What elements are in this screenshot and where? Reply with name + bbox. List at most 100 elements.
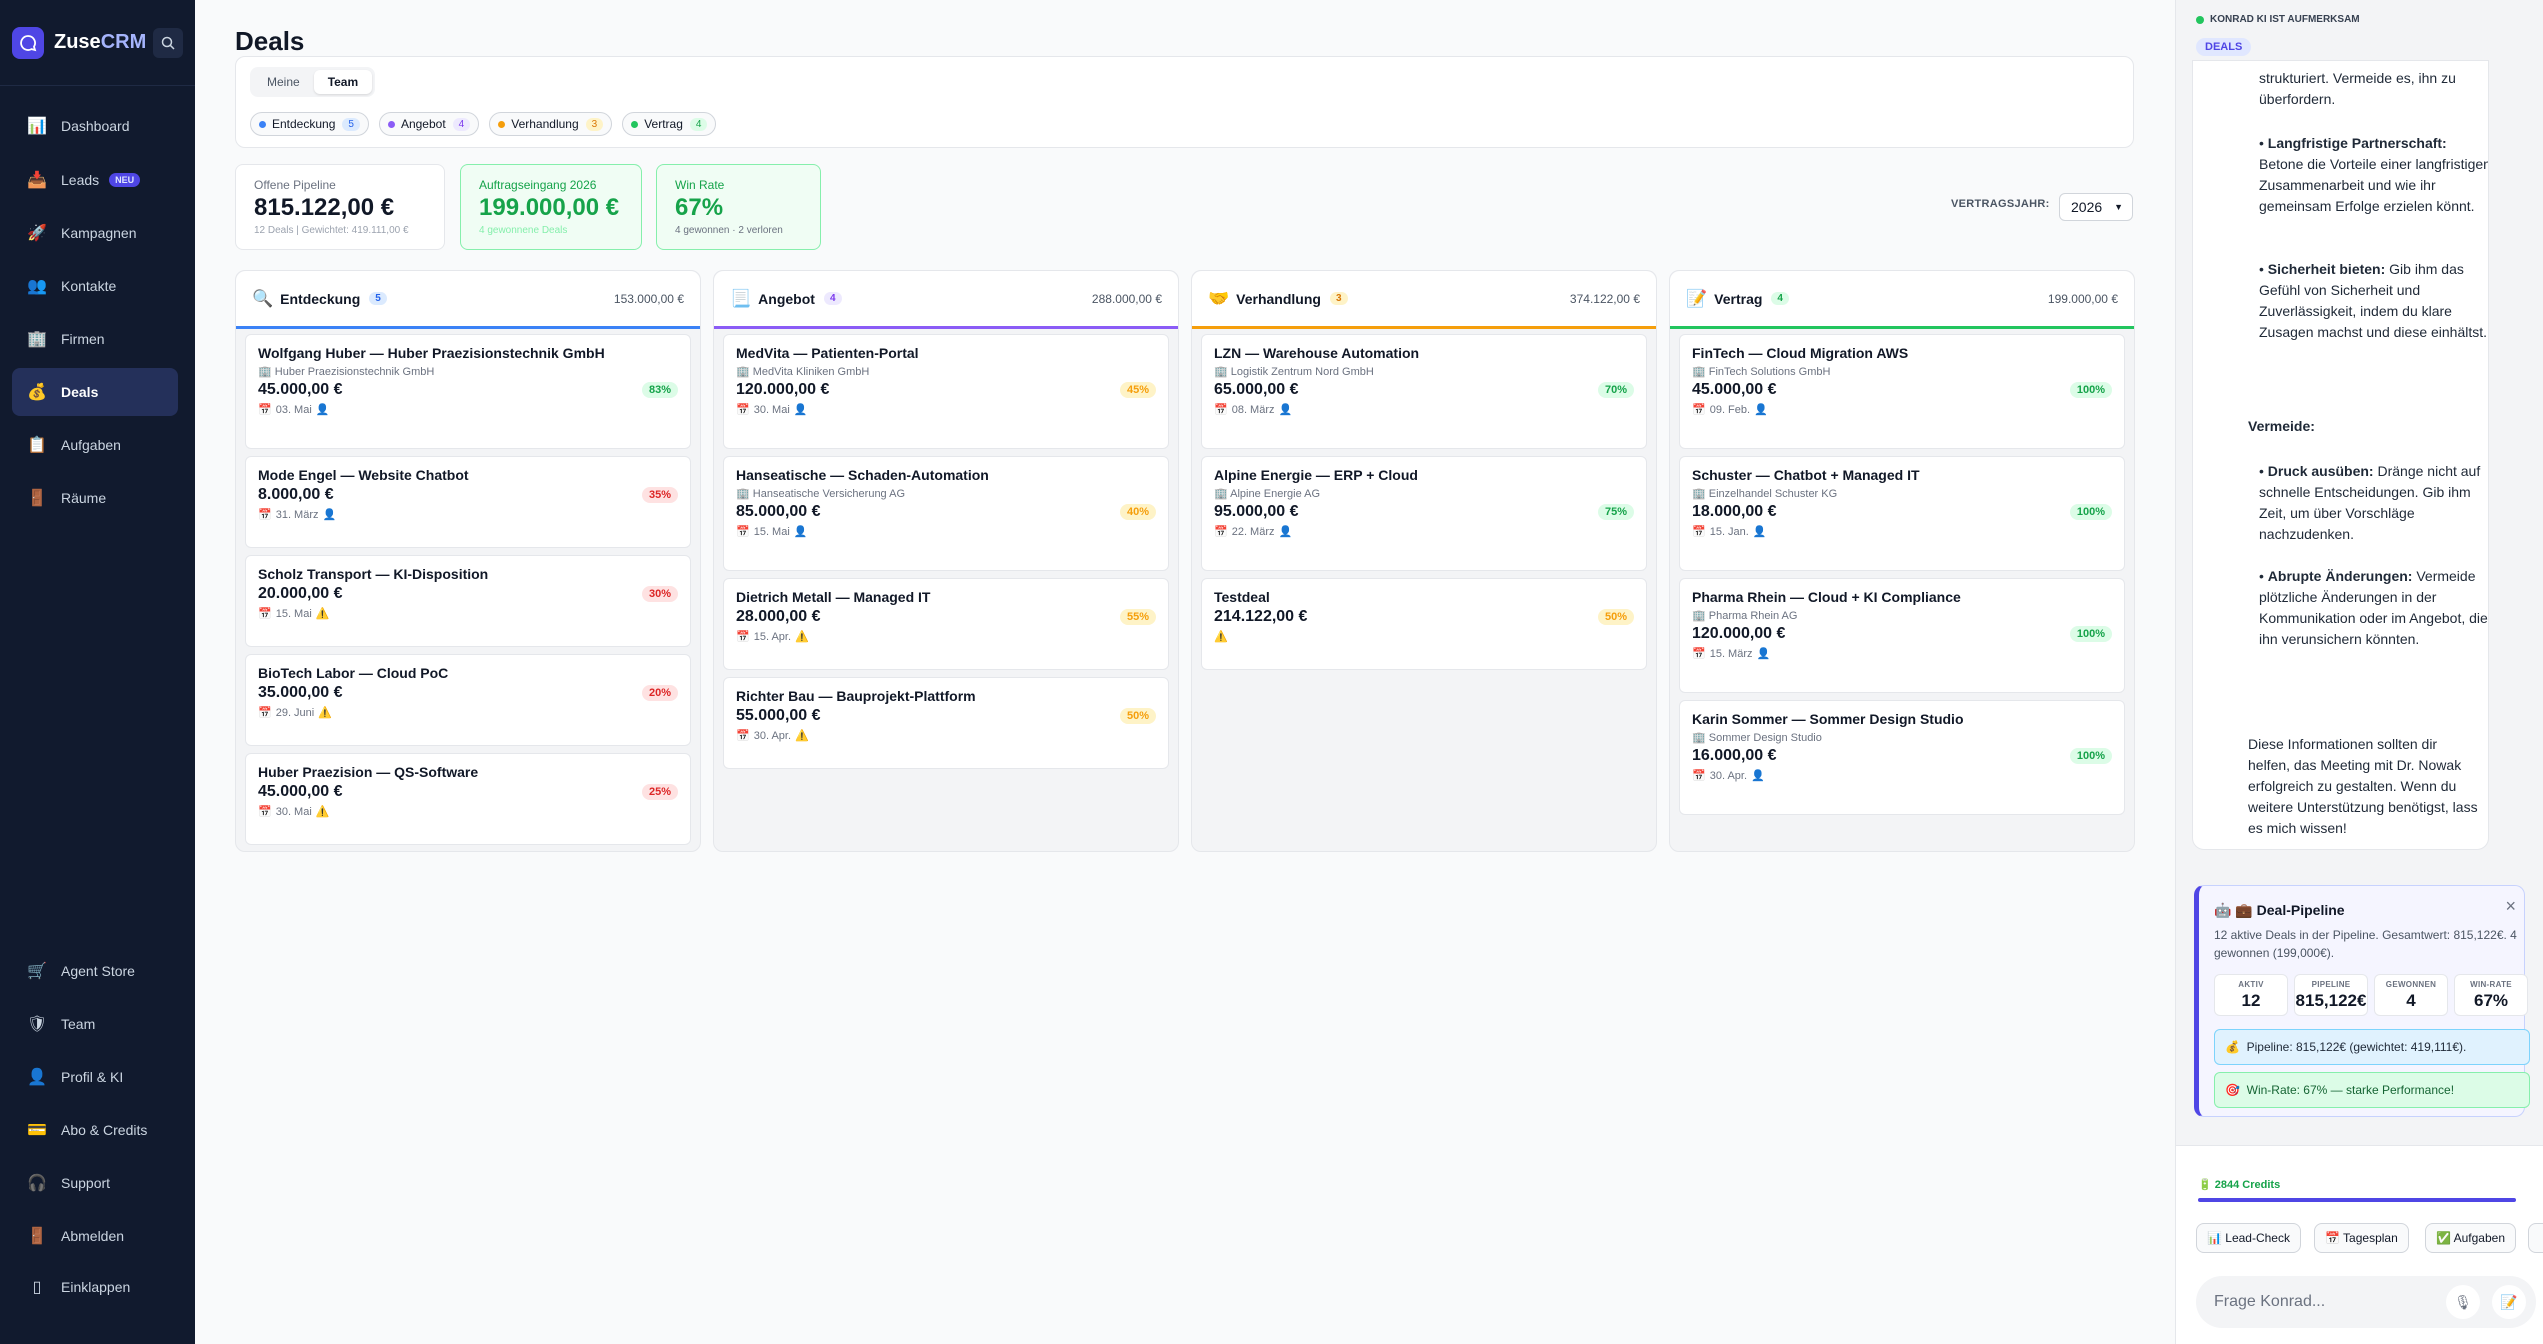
deal-date: 22. März: [1231, 525, 1275, 538]
deal-company: 🏢 Logistik Zentrum Nord GmbH: [1214, 366, 1374, 378]
nav-label: Kampagnen: [61, 225, 137, 241]
deal-card[interactable]: Testdeal 214.122,00 € 50% ⚠️: [1201, 578, 1647, 670]
context-badge: DEALS: [2196, 38, 2252, 56]
chip-entdeckung[interactable]: Entdeckung 5: [250, 112, 369, 136]
shield-icon: 🛡: [26, 1016, 48, 1033]
deal-meta: 📅 09. Feb. 👤: [1692, 403, 2112, 417]
owner-icon: 👤: [322, 509, 337, 521]
deal-card[interactable]: Wolfgang Huber — Huber Praezisionstechni…: [245, 334, 691, 449]
microphone-icon[interactable]: 🎙: [2446, 1285, 2480, 1319]
nav-abmelden[interactable]: 🚪 Abmelden: [12, 1212, 178, 1260]
close-icon[interactable]: ×: [2505, 896, 2516, 916]
deal-probability: 20%: [641, 685, 678, 701]
credit-card-icon: 💳: [27, 1122, 47, 1139]
deal-title: Huber Praezision — QS-Software: [258, 764, 479, 780]
nav-agent-store[interactable]: 🛒 Agent Store: [12, 947, 178, 995]
stage-dot: [498, 120, 506, 128]
column-title: Verhandlung: [1236, 290, 1321, 307]
nav-einklappen[interactable]: ▯ Einklappen: [12, 1263, 178, 1311]
deal-card[interactable]: FinTech — Cloud Migration AWS 🏢 FinTech …: [1679, 334, 2125, 449]
deal-card[interactable]: Karin Sommer — Sommer Design Studio 🏢 So…: [1679, 700, 2125, 815]
owner-icon: 👤: [1278, 526, 1293, 538]
building-icon: 🏢: [1214, 366, 1228, 378]
building-icon: 🏢: [27, 331, 47, 348]
deal-card[interactable]: Hanseatische — Schaden-Automation 🏢 Hans…: [723, 456, 1169, 571]
deal-amount: 45.000,00 €: [258, 381, 343, 398]
deal-date: 30. Mai: [753, 403, 790, 416]
nav-label: Kontakte: [61, 278, 117, 294]
deal-card[interactable]: Dietrich Metall — Managed IT 28.000,00 €…: [723, 578, 1169, 670]
sidebar: ZuseCRM 📊 Dashboard 📥 Leads NEU 🚀 Kampagnen …: [0, 0, 195, 1344]
quick-action-aufgaben[interactable]: ✅ Aufgaben: [2425, 1223, 2516, 1253]
deal-card[interactable]: Scholz Transport — KI-Disposition 20.000…: [245, 555, 691, 647]
kpi-open-pipeline: Offene Pipeline 815.122,00 € 12 Deals | …: [235, 164, 445, 250]
collapse-sidebar-icon: ▯: [32, 1279, 42, 1296]
deal-card[interactable]: MedVita — Patienten-Portal 🏢 MedVita Kli…: [723, 334, 1169, 449]
nav-support[interactable]: 🎧 Support: [12, 1159, 178, 1207]
door-icon: 🚪: [27, 490, 47, 507]
headset-icon: 🎧: [27, 1175, 47, 1192]
deal-company: 🏢 FinTech Solutions GmbH: [1692, 366, 1831, 378]
deal-title: Alpine Energie — ERP + Cloud: [1214, 467, 1418, 483]
ask-konrad-input[interactable]: Frage Konrad... 🎙 📝: [2196, 1276, 2536, 1328]
nav-firmen[interactable]: 🏢 Firmen: [12, 315, 178, 363]
deal-amount: 120.000,00 €: [736, 381, 830, 398]
deal-probability: 100%: [2069, 382, 2112, 398]
msg-line: strukturiert. Vermeide es, ihn zu überfor…: [2259, 70, 2456, 107]
calendar-icon: 📅: [258, 608, 272, 620]
deal-probability: 40%: [1119, 504, 1156, 520]
nav-label: Abmelden: [61, 1228, 125, 1244]
chip-count: 4: [452, 117, 471, 131]
deal-title: Wolfgang Huber — Huber Praezisionstechni…: [258, 345, 605, 361]
nav-aufgaben[interactable]: 📋 Aufgaben: [12, 421, 178, 469]
nav-profil[interactable]: 👤 Profil & KI: [12, 1053, 178, 1101]
quick-action-tagesplan[interactable]: 📅 Tagesplan: [2314, 1223, 2409, 1253]
chip-count: 4: [689, 117, 708, 131]
deal-probability: 50%: [1119, 708, 1156, 724]
nav-kontakte[interactable]: 👥 Kontakte: [12, 262, 178, 310]
toggle-team[interactable]: Team: [313, 70, 373, 94]
deal-meta: 📅 29. Juni ⚠️: [258, 706, 678, 720]
nav-kampagnen[interactable]: 🚀 Kampagnen: [12, 209, 178, 257]
deal-card[interactable]: BioTech Labor — Cloud PoC 35.000,00 € 20%…: [245, 654, 691, 746]
deal-card[interactable]: Schuster — Chatbot + Managed IT 🏢 Einzel…: [1679, 456, 2125, 571]
toggle-meine[interactable]: Meine: [267, 75, 300, 89]
page-title: Deals: [235, 26, 305, 56]
nav-raeume[interactable]: 🚪 Räume: [12, 474, 178, 522]
chip-vertrag[interactable]: Vertrag 4: [622, 112, 717, 136]
owner-icon: 👤: [1756, 648, 1771, 660]
deal-meta: 📅 08. März 👤: [1214, 403, 1634, 417]
deal-card[interactable]: Pharma Rhein — Cloud + KI Compliance 🏢 P…: [1679, 578, 2125, 693]
deal-date: 30. Mai: [275, 805, 312, 818]
deal-meta: 📅 15. Mai 👤: [736, 525, 1156, 539]
nav-team[interactable]: 🛡 Team: [12, 1000, 178, 1048]
contract-year-select[interactable]: 2026 ▼: [2059, 193, 2133, 221]
quick-action-lead-check[interactable]: 📊 Lead-Check: [2196, 1223, 2301, 1253]
deal-probability: 55%: [1119, 609, 1156, 625]
deal-company: 🏢 Sommer Design Studio: [1692, 732, 1822, 744]
send-icon[interactable]: 📝: [2492, 1285, 2526, 1319]
quick-action-more[interactable]: [2528, 1223, 2543, 1253]
stage-dot: [387, 120, 395, 128]
nav-dashboard[interactable]: 📊 Dashboard: [12, 102, 178, 150]
deal-card[interactable]: Mode Engel — Website Chatbot 8.000,00 € 3…: [245, 456, 691, 548]
deal-card[interactable]: Huber Praezision — QS-Software 45.000,00…: [245, 753, 691, 845]
chip-count: 3: [585, 117, 604, 131]
warning-icon: ⚠️: [1214, 631, 1228, 643]
deal-card[interactable]: Alpine Energie — ERP + Cloud 🏢 Alpine En…: [1201, 456, 1647, 571]
deal-card[interactable]: LZN — Warehouse Automation 🏢 Logistik Ze…: [1201, 334, 1647, 449]
kpi-order-intake: Auftragseingang 2026 199.000,00 € 4 gewo…: [460, 164, 642, 250]
chip-angebot[interactable]: Angebot 4: [378, 112, 480, 136]
nav-abo-credits[interactable]: 💳 Abo & Credits: [12, 1106, 178, 1154]
deal-meta: 📅 30. Apr. ⚠️: [736, 729, 1156, 743]
chip-verhandlung[interactable]: Verhandlung 3: [489, 112, 613, 136]
kpi-sub: 4 gewonnen · 2 verloren: [675, 225, 783, 236]
sidebar-search-button[interactable]: [153, 27, 183, 58]
nav-leads[interactable]: 📥 Leads NEU: [12, 156, 178, 204]
calendar-icon: 📅: [1692, 404, 1706, 416]
deal-date: 15. Mai: [275, 607, 312, 620]
logo-row: ZuseCRM: [0, 0, 195, 86]
new-badge: NEU: [109, 173, 141, 187]
nav-deals[interactable]: 💰 Deals: [12, 368, 178, 416]
deal-card[interactable]: Richter Bau — Bauprojekt-Plattform 55.00…: [723, 677, 1169, 769]
